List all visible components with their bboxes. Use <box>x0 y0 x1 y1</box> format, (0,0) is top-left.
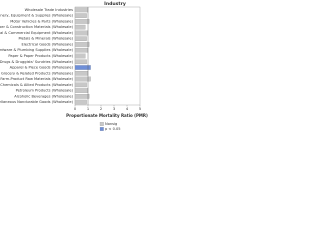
bar <box>74 65 91 70</box>
y-tick-label: Lumber & Construction Materials (Wholesa… <box>0 25 74 29</box>
y-tick-label: Chemicals & Allied Products (Wholesale) <box>0 83 73 87</box>
page: {"chart_data": {"type": "bar", "orientat… <box>0 1 148 131</box>
y-tick-label: Electrical Goods (Wholesale) <box>22 42 74 46</box>
bar <box>74 13 87 18</box>
bar <box>74 76 91 82</box>
y-tick-label: Grocery & Related Products (Wholesale) <box>1 71 74 75</box>
bar <box>74 82 87 88</box>
bar <box>74 47 89 53</box>
y-tick-label: Professional & Commercial Equipment (Who… <box>0 31 74 35</box>
x-tick-label: 2 <box>100 107 102 111</box>
x-tick-label: 0 <box>74 107 77 111</box>
bar <box>74 71 89 76</box>
x-axis-title: Proportionate Mortality Ratio (PMR) <box>66 113 148 118</box>
y-tick-label: Hardware & Plumbing Supplies (Wholesale) <box>0 48 74 52</box>
y-tick-label: Paper & Paper Products (Wholesale) <box>8 54 73 58</box>
x-tick-label: 1 <box>87 107 89 111</box>
legend-swatch <box>99 122 104 126</box>
y-tick-label: Apparel & Piece Goods (Wholesale) <box>10 66 74 70</box>
x-tick-label: 5 <box>139 107 141 111</box>
bar <box>74 53 86 59</box>
chart: Industry Proportionate Mortality Ratio (… <box>0 1 148 131</box>
bar <box>74 36 87 41</box>
bar <box>74 88 89 93</box>
y-tick-label: Drugs & Druggists' Sundries (Wholesale) <box>0 60 74 64</box>
legend-label: p < 0.05 <box>105 127 121 131</box>
y-tick-label: Farm-Product Raw Materials (Wholesale) <box>0 77 73 81</box>
bar <box>74 59 87 65</box>
bar <box>74 94 90 99</box>
y-tick-label: Miscellaneous Nondurable Goods (Wholesal… <box>0 100 74 104</box>
chart-title: Industry <box>104 1 126 7</box>
x-tick-label: 3 <box>113 107 115 111</box>
y-tick-label: Motor Vehicles & Parts (Wholesale) <box>10 19 73 23</box>
y-tick-label: Machinery, Equipment & Supplies (Wholesa… <box>0 14 74 18</box>
legend-label: Nonsig <box>105 122 117 126</box>
legend-swatch <box>99 127 104 131</box>
bar <box>74 24 86 30</box>
bar <box>74 99 87 105</box>
x-tick-label: 4 <box>126 107 129 111</box>
category-labels: Wholesale Trade Industries Machinery, Equ… <box>0 8 74 104</box>
y-tick-label: Alcoholic Beverages (Wholesale) <box>14 94 73 98</box>
y-tick-label: Petroleum Products (Wholesale) <box>16 89 74 93</box>
y-tick-label: Wholesale Trade Industries <box>25 8 74 12</box>
bar <box>74 7 89 13</box>
bar <box>74 19 90 24</box>
bar <box>74 30 89 36</box>
bar <box>74 42 90 47</box>
y-tick-label: Metals & Minerals (Wholesale) <box>19 37 74 41</box>
